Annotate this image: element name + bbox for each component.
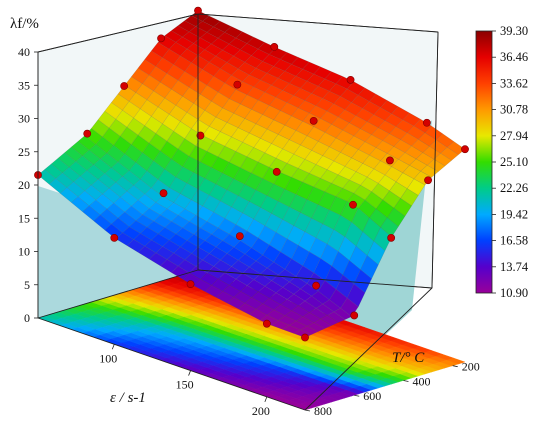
z-tick-label: 20 bbox=[18, 178, 30, 192]
floor-cell bbox=[446, 357, 466, 365]
data-point bbox=[350, 311, 359, 320]
data-point bbox=[159, 189, 168, 198]
colorbar-tick-label: 30.78 bbox=[500, 103, 528, 117]
colorbar-tick-label: 25.10 bbox=[500, 155, 528, 169]
data-point bbox=[346, 75, 355, 84]
z-axis-label: λf/% bbox=[10, 16, 39, 32]
data-point bbox=[196, 131, 205, 140]
y-tick-label: 800 bbox=[314, 404, 332, 418]
data-point bbox=[120, 82, 129, 90]
y-tick-label: 600 bbox=[363, 389, 381, 403]
data-point bbox=[422, 118, 431, 127]
data-point bbox=[270, 43, 279, 51]
z-tick-label: 15 bbox=[18, 211, 30, 225]
axis-frame bbox=[37, 13, 439, 411]
x-axis-label: ε / s-1 bbox=[110, 390, 146, 406]
z-tick-label: 30 bbox=[18, 112, 30, 126]
data-point bbox=[301, 333, 309, 342]
colorbar bbox=[475, 30, 493, 294]
data-point bbox=[461, 145, 469, 154]
data-point bbox=[262, 319, 271, 328]
z-tick-label: 10 bbox=[18, 245, 30, 259]
y-axis: 200 400 600 800 bbox=[304, 360, 480, 418]
y-tick-label: 200 bbox=[462, 360, 480, 374]
data-points bbox=[34, 6, 469, 342]
colorbar-tick-label: 19.42 bbox=[500, 207, 528, 221]
data-point bbox=[424, 176, 432, 185]
data-point bbox=[83, 129, 92, 138]
y-tick-label: 400 bbox=[412, 374, 430, 388]
z-tick-label: 25 bbox=[18, 145, 30, 159]
surface-cell bbox=[346, 283, 366, 308]
data-point bbox=[110, 233, 119, 242]
response-surface bbox=[37, 10, 466, 338]
colorbar-tick-label: 16.58 bbox=[500, 234, 528, 248]
y-tick bbox=[304, 409, 311, 412]
y-axis-label: T/° C bbox=[392, 350, 425, 366]
colorbar-ticks: 39.30 36.46 33.62 30.78 27.94 25.10 22.26 19.42… bbox=[492, 24, 529, 300]
data-point bbox=[349, 200, 357, 209]
x-tick-label: 200 bbox=[252, 404, 270, 418]
colorbar-tick-label: 39.30 bbox=[500, 24, 528, 38]
y-tick bbox=[452, 365, 458, 368]
colorbar-tick-label: 36.46 bbox=[500, 50, 528, 64]
x-tick-label: 100 bbox=[99, 351, 117, 365]
data-point bbox=[272, 167, 281, 176]
y-tick bbox=[354, 394, 360, 397]
z-tick-label: 40 bbox=[18, 45, 30, 59]
x-tick bbox=[188, 370, 191, 376]
data-point bbox=[309, 116, 318, 125]
surface-cell bbox=[320, 315, 339, 326]
x-tick-label: 150 bbox=[176, 378, 194, 392]
data-point bbox=[386, 156, 394, 165]
z-axis: 0 5 10 15 20 25 30 35 40 bbox=[18, 45, 38, 325]
data-point bbox=[186, 280, 195, 289]
colorbar-tick-label: 13.74 bbox=[500, 260, 529, 274]
colorbar-tick-label: 33.62 bbox=[500, 76, 528, 90]
surface-cell bbox=[360, 255, 379, 280]
data-point bbox=[194, 6, 202, 15]
z-tick-label: 35 bbox=[18, 78, 30, 92]
z-tick-label: 5 bbox=[24, 278, 30, 292]
left-wall bbox=[38, 186, 198, 318]
colorbar-tick-label: 22.26 bbox=[500, 181, 528, 195]
data-point bbox=[157, 34, 165, 43]
z-tick-label: 0 bbox=[24, 311, 30, 325]
x-axis: 100 150 200 bbox=[99, 344, 270, 418]
colorbar-tick-label: 27.94 bbox=[500, 129, 529, 143]
x-tick bbox=[264, 396, 268, 403]
data-point bbox=[312, 281, 320, 290]
floor-projection bbox=[37, 269, 466, 411]
y-tick bbox=[403, 380, 409, 382]
data-point bbox=[387, 233, 396, 242]
colorbar-tick-label: 10.90 bbox=[500, 286, 528, 300]
data-point bbox=[233, 80, 242, 89]
data-point bbox=[235, 232, 244, 241]
x-tick bbox=[111, 344, 115, 350]
